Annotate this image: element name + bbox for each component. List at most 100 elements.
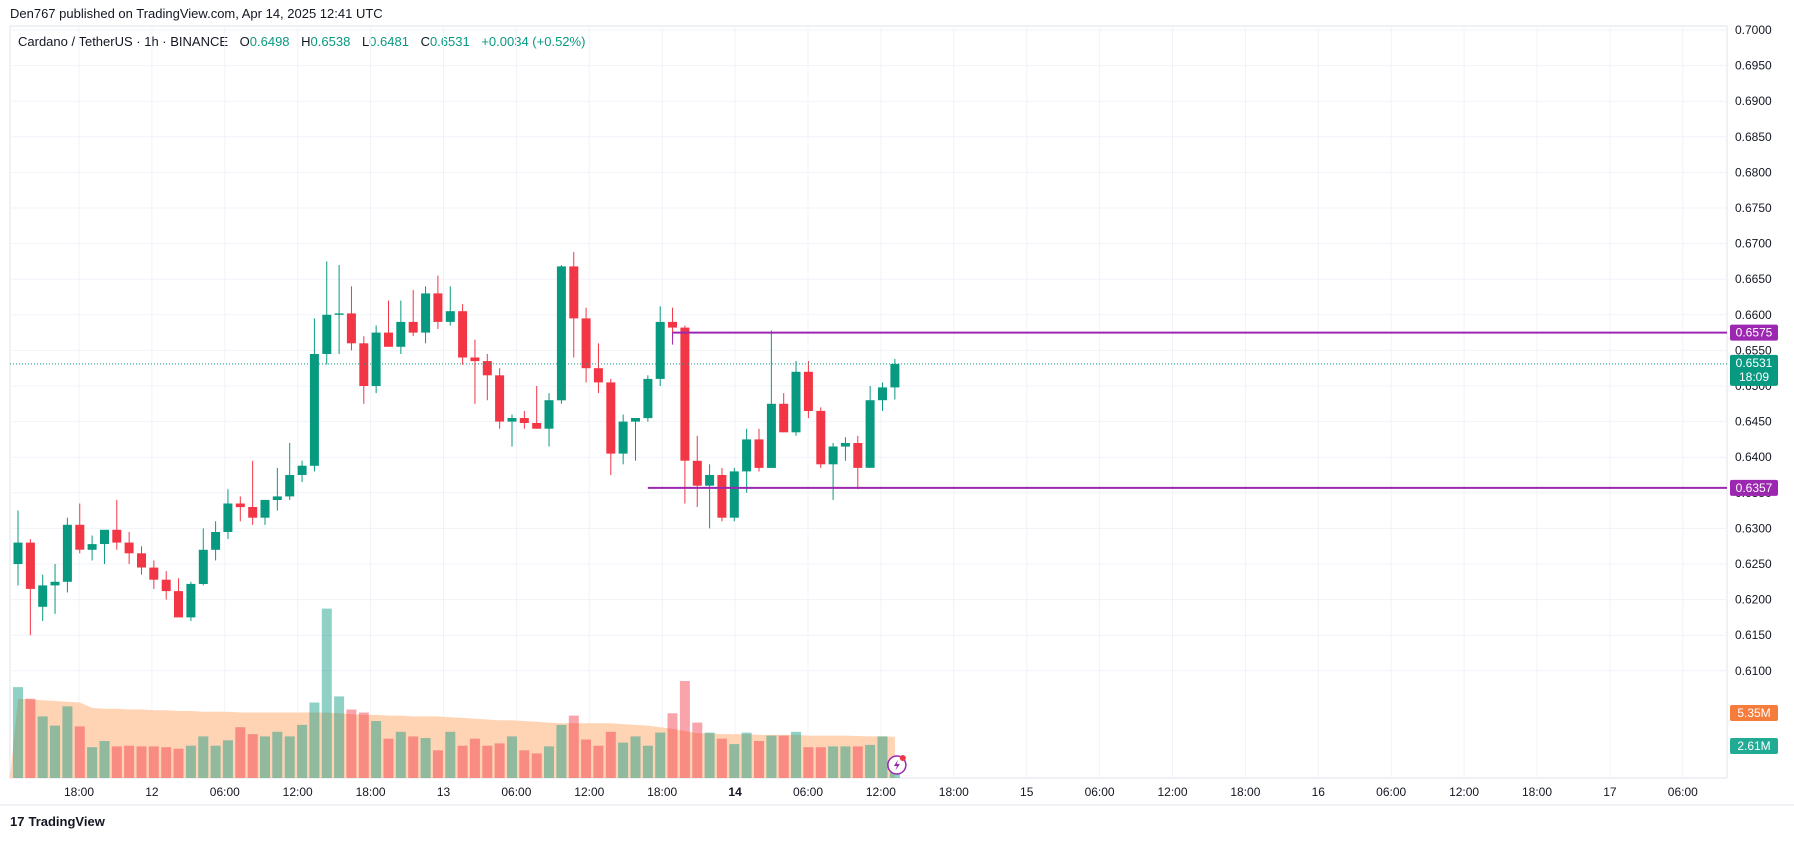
candle-body (840, 443, 850, 447)
volume-bar (235, 727, 246, 778)
x-tick-label: 18:00 (647, 785, 677, 799)
volume-ma-area (10, 698, 895, 778)
candle-body (223, 503, 233, 532)
candle-body (198, 549, 208, 584)
volume-bar (358, 712, 369, 778)
tv-logo-icon: 17 (10, 814, 25, 829)
volume-bar (457, 745, 468, 778)
volume-bar (519, 750, 530, 778)
volume-bar (531, 753, 542, 778)
candle-body (816, 410, 826, 465)
volume-bar (778, 735, 789, 778)
volume-bar (25, 698, 36, 778)
x-tick-label: 12:00 (283, 785, 313, 799)
volume-bar (210, 745, 221, 778)
candle-body (346, 313, 356, 344)
volume-bar (828, 746, 839, 778)
volume-bar (161, 747, 172, 778)
candle-body (50, 581, 60, 586)
candle-body (470, 357, 480, 362)
support-badge-bg (1730, 479, 1778, 496)
volume-bar (173, 748, 184, 778)
x-tick-label: 12 (145, 785, 159, 799)
volume-bar (371, 721, 382, 778)
candle-body (75, 524, 85, 550)
x-tick-label: 06:00 (1668, 785, 1698, 799)
candle-body (655, 321, 665, 379)
candle-body (680, 327, 690, 461)
y-tick-label: 0.6600 (1735, 308, 1772, 322)
candle-body (100, 529, 109, 544)
high-value: 0.6538 (310, 34, 351, 49)
candle-body (458, 311, 468, 358)
volume-bar (99, 741, 110, 778)
volume-bar (568, 715, 579, 778)
candle-body (705, 475, 715, 486)
candle-body (384, 332, 393, 347)
candle-body (742, 439, 752, 472)
volume-bar (297, 724, 308, 778)
candle-body (606, 382, 616, 454)
candle-body (495, 375, 505, 422)
candle-body (371, 332, 381, 386)
candle-body (161, 579, 171, 592)
candle-body (865, 400, 875, 468)
open-label: O (239, 34, 250, 49)
candle-body (285, 475, 295, 497)
candle-body (754, 439, 764, 468)
candle-body (544, 400, 554, 429)
candle-body (38, 585, 48, 607)
volume-bar (284, 736, 295, 778)
volume-bar (655, 732, 666, 778)
candle-body (87, 544, 97, 550)
volume-bar (630, 736, 641, 778)
volume-bar (247, 734, 258, 778)
y-tick-label: 0.6750 (1735, 201, 1772, 215)
volume-bar (679, 681, 690, 778)
y-tick-label: 0.6400 (1735, 450, 1772, 464)
candle-body (890, 363, 900, 388)
x-tick-label: 06:00 (793, 785, 823, 799)
volume-bar (309, 702, 320, 778)
candle-body (519, 418, 529, 423)
candle-body (803, 371, 813, 411)
candle-body (334, 313, 344, 315)
y-tick-label: 0.6300 (1735, 521, 1772, 535)
x-tick-label: 12:00 (574, 785, 604, 799)
x-tick-label: 12:00 (1449, 785, 1479, 799)
publish-info: Den767 published on TradingView.com, Apr… (10, 6, 383, 21)
y-tick-label: 0.6150 (1735, 628, 1772, 642)
candle-body (445, 311, 455, 322)
current-price-badge-bg (1730, 354, 1778, 386)
candle-body (717, 475, 727, 518)
volume-bar (729, 744, 740, 778)
volume-bar (87, 747, 98, 778)
candle-body (396, 321, 406, 347)
volume-bar (37, 716, 48, 778)
symbol-name[interactable]: Cardano / TetherUS · 1h · BINANCE (18, 34, 229, 49)
candle-body (569, 266, 579, 319)
volume-bar (198, 736, 209, 778)
volume-bar (482, 745, 493, 778)
volume-bar (148, 746, 159, 778)
volume-bar (494, 743, 505, 778)
volume-bar (111, 746, 122, 778)
volume-bar (618, 742, 629, 778)
volume-bar (667, 713, 678, 778)
volume-bar (865, 744, 876, 778)
volume-bar (469, 738, 480, 778)
close-value: 0.6531 (429, 34, 470, 49)
volume-bar (62, 706, 73, 778)
tradingview-logo[interactable]: 17 TradingView (10, 814, 105, 829)
volume-bar (840, 746, 851, 778)
volume-bar (605, 731, 616, 778)
y-tick-label: 0.6950 (1735, 59, 1772, 73)
candle-body (149, 567, 159, 580)
volume-bar (556, 724, 567, 778)
x-tick-label: 16 (1312, 785, 1326, 799)
volume-bar (432, 750, 443, 778)
volume-bar (766, 735, 777, 778)
candle-body (853, 443, 863, 468)
symbol-legend: Cardano / TetherUS · 1h · BINANCE O0.649… (18, 34, 593, 49)
